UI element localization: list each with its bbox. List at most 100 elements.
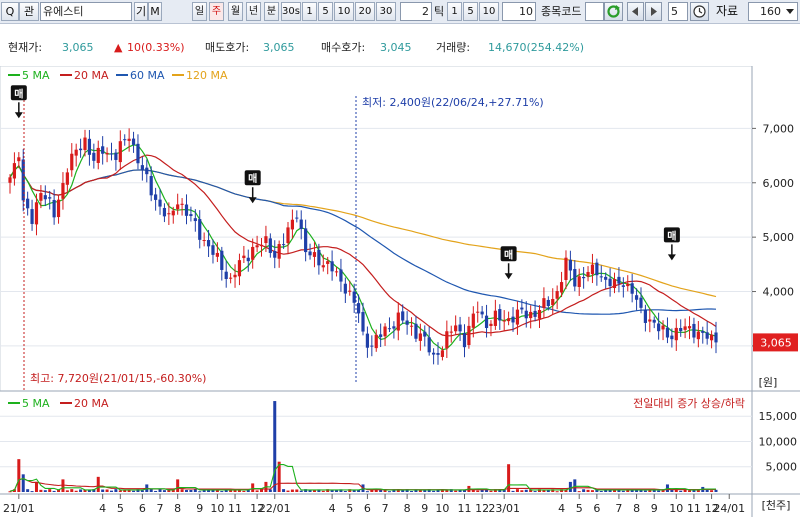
candle-body <box>555 291 559 299</box>
stock-type-button[interactable]: 관 <box>19 2 39 21</box>
code-toggle-checkbox[interactable] <box>585 2 604 21</box>
interval-10-button[interactable]: 10 <box>334 2 354 21</box>
chevron-down-icon[interactable] <box>784 3 796 20</box>
volume-bar <box>524 489 528 492</box>
candle-body <box>246 257 250 262</box>
volume-bar <box>396 489 400 492</box>
period-week-button[interactable]: 주 <box>209 2 224 21</box>
volume-bar <box>639 489 643 492</box>
volume-bar <box>427 489 431 492</box>
tick-count-input[interactable]: 10 <box>502 2 536 21</box>
prev-button[interactable] <box>627 2 644 21</box>
candle-body <box>123 139 127 141</box>
volume-ma-lines <box>9 464 716 492</box>
candle-body <box>590 264 595 275</box>
data-label: 자료 <box>716 4 739 18</box>
candle-body <box>533 310 537 317</box>
volume-bar <box>520 490 524 492</box>
candle-body <box>34 202 39 225</box>
tick-10-button[interactable]: 10 <box>479 2 499 21</box>
stock-chart-svg[interactable]: 5 MA 20 MA 60 MA 120 MA 최저: 2,400원(22/06… <box>0 66 800 517</box>
volume-bar <box>683 489 687 492</box>
period-minute-button[interactable]: 분 <box>264 2 279 21</box>
period-day-button[interactable]: 일 <box>192 2 207 21</box>
candle-body <box>617 276 621 284</box>
quote-info-bar: 현재가: 3,065 ▲ 10(0.33%) 매도호가: 3,065 매수호가:… <box>0 38 800 58</box>
candle-body <box>290 219 294 230</box>
volume-label: 거래량: <box>436 41 471 54</box>
next-button[interactable] <box>645 2 662 21</box>
data-count-value: 160 <box>760 5 781 18</box>
candle-body <box>184 204 189 216</box>
candle-body <box>65 172 69 185</box>
time-tick-label: 9 <box>196 502 203 515</box>
volume-bar <box>246 489 250 492</box>
price-tick-label: 7,000 <box>763 122 795 135</box>
volume-bar <box>17 459 21 492</box>
volume-bar <box>511 490 515 492</box>
volume-bar <box>43 490 47 492</box>
interval-5-button[interactable]: 5 <box>318 2 333 21</box>
candle-body <box>149 175 153 196</box>
volume-bar <box>696 489 700 492</box>
period-year-button[interactable]: 년 <box>246 2 261 21</box>
volume-bar <box>299 490 303 492</box>
candle-body <box>529 311 533 319</box>
volume-bar <box>573 479 577 492</box>
volume-bar <box>564 489 568 492</box>
candle-body <box>515 309 520 325</box>
candle-body <box>652 319 656 323</box>
volume-bar <box>154 490 158 492</box>
candle-body <box>171 210 175 216</box>
candle-body <box>101 146 105 154</box>
buy-signal-label: 매 <box>504 248 513 261</box>
price-tick-label: 4,000 <box>763 286 795 299</box>
candle-body <box>493 310 497 326</box>
volume-bar <box>70 489 74 492</box>
candle-body <box>454 325 458 332</box>
volume-bar <box>542 490 546 492</box>
candle-body <box>440 350 445 357</box>
volume-bar <box>48 489 52 492</box>
interval-20-button[interactable]: 20 <box>355 2 375 21</box>
current-price-tag: 3,065 <box>760 336 792 349</box>
volume-bar <box>39 489 43 492</box>
candle-body <box>683 326 687 330</box>
interval-30-button[interactable]: 30 <box>376 2 396 21</box>
stock-chart[interactable]: 5 MA 20 MA 60 MA 120 MA 최저: 2,400원(22/06… <box>0 66 800 517</box>
candle-body <box>237 260 242 277</box>
volume-tick-label: 15,000 <box>759 410 798 423</box>
candle-body <box>401 311 405 321</box>
low-annotation: 최저: 2,400원(22/06/24,+27.71%) <box>362 96 544 109</box>
period-30s-button[interactable]: 30s <box>281 2 301 21</box>
data-count-select[interactable]: 160 <box>748 2 798 21</box>
volume-bar <box>608 489 612 492</box>
time-tick-label: 5 <box>117 502 124 515</box>
tick-input[interactable]: 2 <box>400 2 432 21</box>
candle-body <box>140 165 144 170</box>
volume-bar <box>648 489 652 492</box>
candle-body <box>17 157 21 162</box>
refresh-button[interactable] <box>604 2 623 21</box>
tick-1-button[interactable]: 1 <box>447 2 462 21</box>
stock-info-button[interactable]: 기 <box>134 2 148 21</box>
m-button[interactable]: M <box>148 2 162 21</box>
step-input[interactable]: 5 <box>668 2 688 21</box>
tick-5-button[interactable]: 5 <box>463 2 478 21</box>
stock-name-input[interactable]: 유에스티 <box>40 2 132 21</box>
current-price-label: 현재가: <box>8 41 43 54</box>
period-month-button[interactable]: 월 <box>228 2 243 21</box>
search-button[interactable]: Q <box>1 2 19 21</box>
time-tick-label: 8 <box>404 502 411 515</box>
buy-signal-icon: 매 <box>10 85 27 119</box>
volume-bar <box>515 489 519 492</box>
volume-bar <box>211 490 215 492</box>
step-apply-button[interactable] <box>690 2 709 21</box>
candle-body <box>679 328 683 332</box>
time-tick-label: 9 <box>651 502 658 515</box>
volume-bar <box>215 489 219 492</box>
interval-1-button[interactable]: 1 <box>302 2 317 21</box>
buy-signal-icon: 매 <box>244 170 261 204</box>
time-tick-label: 10 <box>435 502 449 515</box>
candle-body <box>361 312 365 332</box>
